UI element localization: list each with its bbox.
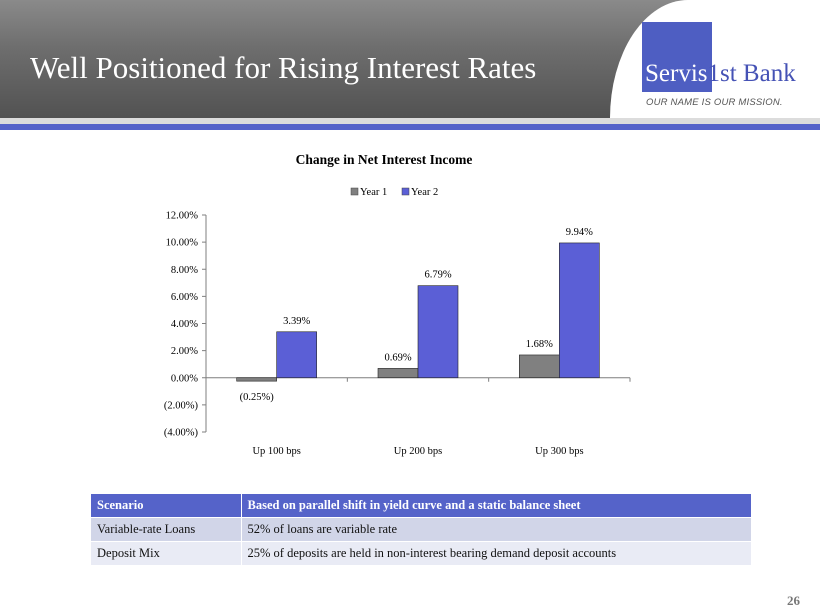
y-tick-label: 10.00%	[166, 238, 199, 249]
data-label: 1.68%	[526, 339, 553, 350]
logo-name-part1: Servis	[645, 60, 708, 87]
x-tick-label: Up 300 bps	[535, 446, 583, 457]
y-tick-label: 8.00%	[171, 265, 198, 276]
data-label: 3.39%	[283, 316, 310, 327]
table-cell: 25% of deposits are held in non-interest…	[241, 541, 751, 566]
data-label: (0.25%)	[240, 392, 275, 403]
data-label: 9.94%	[566, 227, 593, 238]
y-tick-label: (4.00%)	[164, 428, 199, 439]
header-accent-stripe	[0, 124, 820, 130]
table-cell: Variable-rate Loans	[91, 517, 242, 542]
y-tick-label: 4.00%	[171, 319, 198, 330]
y-tick-label: 6.00%	[171, 292, 198, 303]
chart-title: Change in Net Interest Income	[296, 152, 473, 167]
logo-tagline: OUR NAME IS OUR MISSION.	[646, 97, 783, 108]
logo-name-part2: 1st Bank	[707, 60, 796, 87]
logo: Servis1st Bank	[645, 59, 796, 89]
table-header-cell: Based on parallel shift in yield curve a…	[241, 494, 751, 518]
data-label: 0.69%	[384, 352, 411, 363]
logo-square	[642, 22, 712, 92]
legend-swatch-year1	[350, 187, 359, 196]
y-tick-label: 0.00%	[171, 373, 198, 384]
table-cell: 52% of loans are variable rate	[241, 517, 751, 542]
x-tick-label: Up 100 bps	[252, 446, 300, 457]
legend-swatch-year2	[401, 187, 410, 196]
chart-plot-area: 12.00% 10.00% 8.00% 6.00% 4.00% 2.00% 0.00% (2.…	[164, 211, 631, 457]
y-tick-label: 2.00%	[171, 346, 198, 357]
bar-year2-1	[276, 331, 317, 379]
data-label: 6.79%	[424, 270, 451, 281]
scenario-table: Scenario Based on parallel shift in yiel…	[91, 494, 751, 566]
bar-year2-2	[417, 285, 459, 379]
bar-year1-2	[377, 368, 419, 379]
chart-legend: Year 1 Year 2	[350, 187, 438, 198]
bar-year2-3	[559, 242, 600, 379]
page-number: 26	[787, 593, 800, 608]
y-tick-label: 12.00%	[166, 211, 199, 222]
legend-label-year2: Year 2	[411, 187, 438, 198]
table-cell: Deposit Mix	[91, 541, 242, 566]
bar-year1-3	[519, 354, 560, 379]
table-row: Deposit Mix 25% of deposits are held in …	[91, 541, 751, 566]
net-interest-income-chart: Change in Net Interest Income Year 1 Yea…	[164, 152, 631, 457]
table-header-cell: Scenario	[91, 494, 242, 518]
bar-year1-1	[236, 377, 277, 382]
table-header-row: Scenario Based on parallel shift in yiel…	[91, 494, 751, 518]
y-tick-label: (2.00%)	[164, 400, 199, 411]
table-row: Variable-rate Loans 52% of loans are var…	[91, 517, 751, 542]
page-title: Well Positioned for Rising Interest Rate…	[30, 50, 537, 85]
x-tick-label: Up 200 bps	[394, 446, 442, 457]
legend-label-year1: Year 1	[360, 187, 387, 198]
